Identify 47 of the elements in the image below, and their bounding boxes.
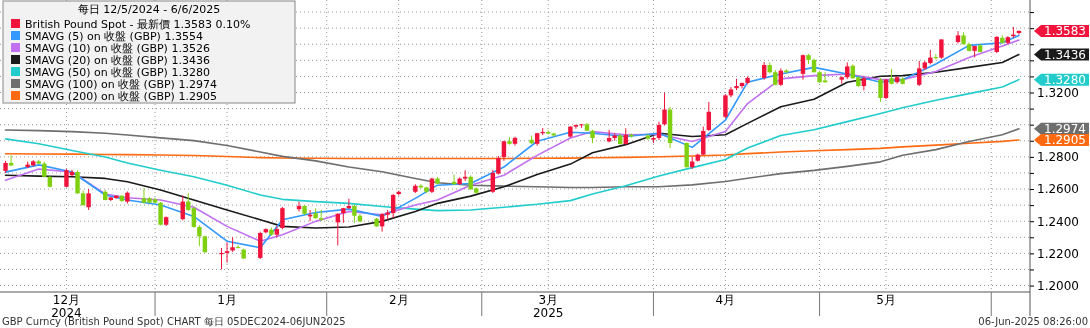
candlestick [917, 60, 922, 87]
candlestick [86, 188, 91, 211]
candlestick [197, 224, 202, 247]
x-tick-label: 2月 [388, 293, 409, 307]
line-series [4, 78, 1020, 212]
candlestick [573, 124, 579, 130]
annotation: 1.3436 [1044, 48, 1086, 63]
y-tick-label: 1.2800 [1037, 150, 1079, 165]
y-tick-label: 1.2000 [1037, 278, 1079, 293]
x-tick-label: 1月 [217, 293, 237, 307]
candlestick [235, 244, 241, 250]
candlestick [933, 53, 939, 61]
y-tick-label: 1.2400 [1037, 214, 1079, 229]
legend-label: British Pound Spot - 最新價 1.3583 0.10% [25, 17, 251, 31]
candlestick [352, 203, 357, 224]
legend-label: SMAVG (100) on 收盤 (GBP) 1.2974 [25, 77, 217, 91]
candlestick [800, 54, 806, 81]
candlestick [75, 170, 80, 195]
line-series [4, 128, 1020, 189]
candlestick [280, 206, 285, 230]
y-tick-label: 1.2600 [1037, 182, 1079, 197]
line-series [4, 139, 1020, 160]
candlestick [662, 92, 667, 126]
candlestick [274, 225, 280, 238]
legend-label: SMAVG (50) on 收盤 (GBP) 1.3280 [25, 65, 210, 79]
legend-label: SMAVG (20) on 收盤 (GBP) 1.3436 [25, 53, 210, 67]
candlestick [701, 126, 706, 156]
legend-title: 每日 12/5/2024 - 6/6/2025 [77, 3, 221, 16]
y-tick-label: 1.3200 [1037, 85, 1079, 100]
text: 06-Jun-2025 08:26:00 [978, 316, 1088, 327]
candlestick [656, 121, 662, 141]
annotation: 1.3583 [1044, 24, 1086, 39]
legend-label: SMAVG (200) on 收盤 (GBP) 1.2905 [25, 89, 217, 103]
candlestick [878, 77, 883, 103]
candlestick [191, 206, 197, 229]
legend-label: SMAVG (10) on 收盤 (GBP) 1.3526 [25, 41, 210, 55]
candlestick [224, 241, 230, 264]
x-tick-label: 5月 [876, 293, 896, 307]
x-tick-label: 4月 [715, 293, 736, 307]
candlestick [8, 154, 14, 167]
x-tick-label: 3月 2025 [532, 293, 564, 320]
annotation: 1.3280 [1044, 73, 1086, 88]
annotation: 1.2905 [1044, 133, 1086, 148]
candlestick [723, 93, 728, 119]
y-tick-label: 1.2200 [1037, 246, 1079, 261]
candlestick [939, 38, 944, 60]
legend-label: SMAVG (5) on 收盤 (GBP) 1.3554 [25, 29, 203, 43]
